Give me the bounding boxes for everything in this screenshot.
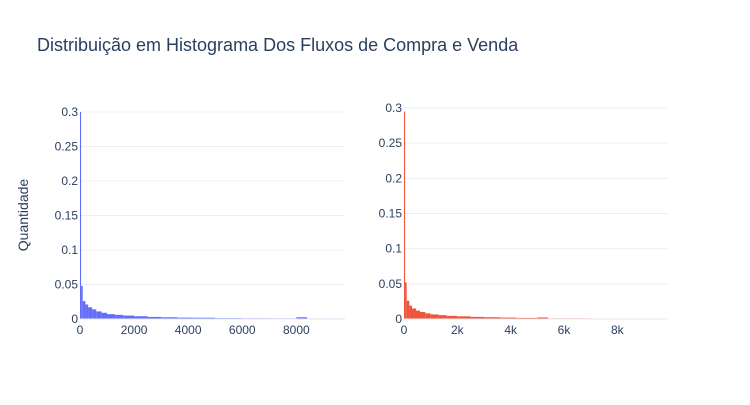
histogram-bar [92, 309, 97, 319]
histogram-bar [134, 316, 148, 319]
x-tick-label: 0 [401, 323, 408, 337]
histogram-bar [484, 317, 500, 319]
x-tick-label: 0 [77, 323, 84, 337]
x-tick-label: 6k [558, 323, 572, 337]
y-tick-label: 0 [71, 312, 78, 326]
histogram-bar [457, 316, 471, 319]
histogram-bar [80, 112, 82, 319]
y-tick-label: 0.2 [61, 174, 78, 188]
y-tick-label: 0.1 [385, 242, 402, 256]
histogram-bar [85, 304, 89, 319]
histogram-bar [81, 285, 83, 319]
histogram-bar [500, 317, 516, 319]
histogram-bar [405, 282, 407, 319]
histogram-bar [147, 316, 162, 319]
histogram-panel-sell: 0 0.05 0.1 0.15 0.2 0.25 0.3 0 2k 4k 6k 8k [379, 101, 668, 337]
histogram-bar [537, 317, 548, 319]
chart-title: Distribuição em Histograma Dos Fluxos de… [37, 35, 519, 55]
histogram-bar [416, 310, 420, 319]
y-tick-label: 0.25 [379, 136, 403, 150]
histogram-bar [409, 305, 412, 319]
histogram-bar [406, 300, 410, 319]
x-tick-label: 2k [451, 323, 465, 337]
y-tick-label: 0.25 [55, 140, 79, 154]
histogram-bar [516, 317, 538, 319]
y-axis-label: Quantidade [15, 179, 31, 252]
y-tick-label: 0.1 [61, 243, 78, 257]
x-tick-label: 6000 [229, 323, 256, 337]
x-tick-label: 8000 [283, 323, 310, 337]
x-tick-label: 8k [611, 323, 625, 337]
histogram-bar [412, 308, 416, 319]
histogram-bar [177, 317, 194, 319]
histogram-bar [88, 307, 93, 319]
x-tick-label: 4000 [175, 323, 202, 337]
histogram-bar [193, 317, 216, 319]
histogram-bar [404, 111, 406, 320]
y-tick-label: 0.3 [61, 105, 78, 119]
histogram-bar [425, 313, 431, 319]
y-tick-label: 0.15 [379, 207, 403, 221]
histogram-bar [438, 315, 447, 319]
x-tick-label: 4k [504, 323, 518, 337]
y-tick-label: 0.3 [385, 101, 402, 115]
histogram-bar [123, 315, 135, 319]
histogram-panel-buy: 0 0.05 0.1 0.15 0.2 0.25 0.3 0 2000 4000 6000 8000 [55, 105, 345, 337]
y-tick-label: 0.05 [55, 278, 79, 292]
histogram-bar [82, 301, 86, 319]
y-tick-label: 0.15 [55, 209, 79, 223]
y-tick-label: 0.2 [385, 171, 402, 185]
x-tick-label: 2000 [121, 323, 148, 337]
histogram-bar [107, 314, 116, 319]
histogram-bar [101, 312, 108, 319]
histogram-bar [446, 315, 458, 319]
histogram-bar [470, 316, 484, 319]
y-tick-label: 0.05 [379, 277, 403, 291]
histogram-bar [430, 314, 439, 319]
y-tick-label: 0 [395, 312, 402, 326]
histogram-bar [420, 311, 426, 319]
histogram-bar [161, 317, 178, 319]
histogram-bar [296, 317, 308, 319]
histogram-bar [115, 314, 124, 319]
histogram-bar [96, 311, 102, 319]
